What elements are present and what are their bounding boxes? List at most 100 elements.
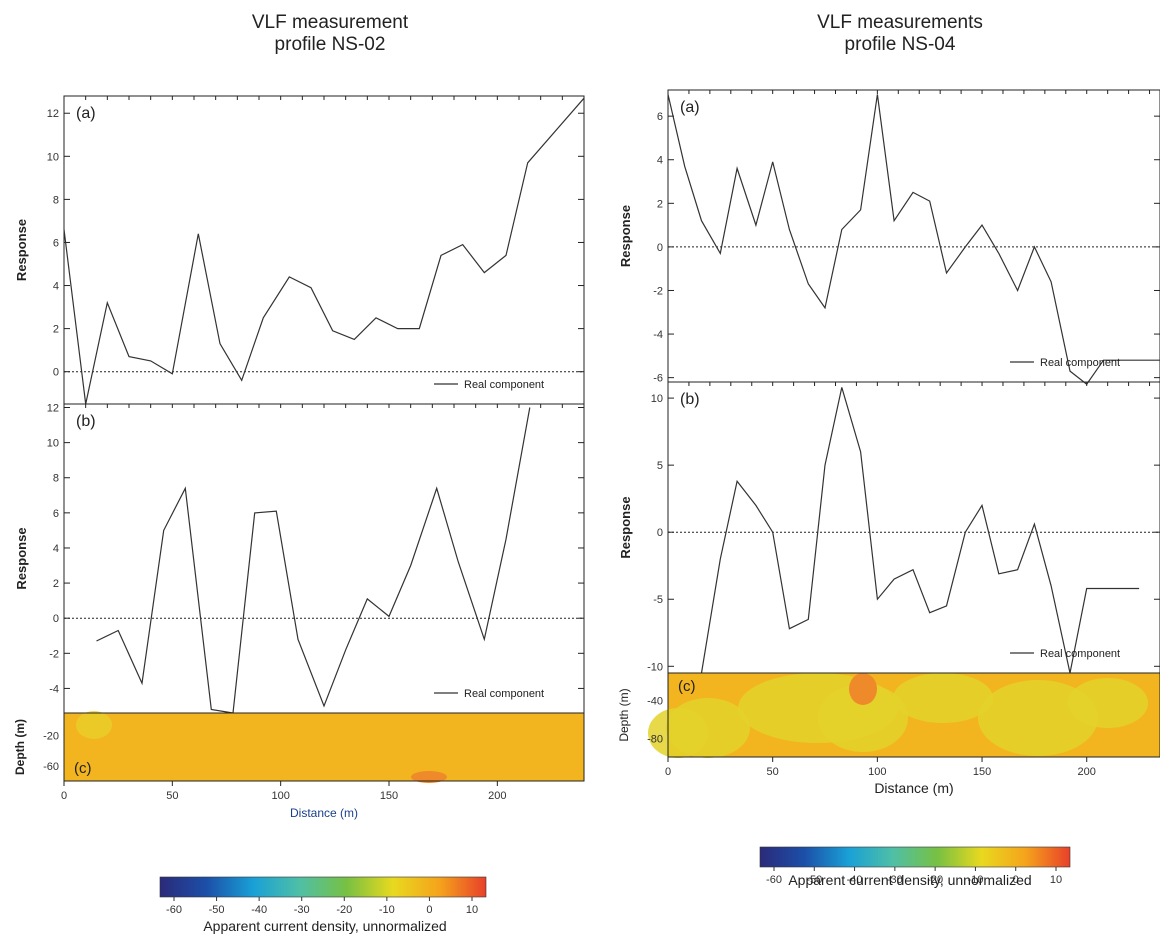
y-tick-label: 0 — [657, 527, 663, 539]
y-tick-label: 12 — [47, 403, 59, 415]
colorbar-tick-label: -40 — [847, 874, 863, 886]
right-colorbar: -60 -50 -40 -30 -20 -10 0 10 — [759, 846, 1071, 886]
colorbar-tick-label: 0 — [426, 904, 432, 916]
x-axis-label: Distance (m) — [874, 780, 953, 796]
colorbar-tick-label: 10 — [1050, 874, 1062, 886]
plot-frame — [667, 381, 1160, 674]
right-colorbar-label: Apparent current density, unnormalized — [788, 872, 1032, 888]
panel-label: (a) — [680, 99, 700, 116]
left-title-line2: profile NS-02 — [274, 34, 386, 55]
heatmap-patch — [893, 673, 993, 723]
panel-right-b: -10 -5 0 5 10 (b) Response Real component — [618, 381, 1160, 674]
x-tick-label: 0 — [665, 766, 671, 778]
right-figure-title: VLF measurements profile NS-04 — [730, 12, 1070, 56]
left-title-line1: VLF measurement — [251, 12, 409, 33]
heatmap-patch — [76, 711, 112, 739]
plot-frame — [63, 95, 585, 405]
y-axis-label: Response — [618, 205, 633, 267]
series-line — [700, 387, 1140, 674]
legend-label: Real component — [464, 688, 544, 700]
series-line — [667, 94, 1160, 386]
panel-right-a: -6 -4 -2 0 2 4 6 (a) Response Real component — [618, 89, 1160, 386]
panel-left-b: -4 -2 0 2 4 6 8 10 12 (b) Response Real component — [14, 403, 585, 714]
y-axis-label: Depth (m) — [617, 688, 631, 741]
y-tick-label: -40 — [647, 696, 663, 708]
heatmap-patch — [818, 684, 908, 752]
heatmap-patch — [648, 708, 708, 758]
colorbar-tick-label: -20 — [927, 874, 943, 886]
colorbar-gradient — [759, 846, 1071, 868]
left-colorbar-label: Apparent current density, unnormalized — [203, 918, 447, 934]
right-title-line1: VLF measurements — [817, 12, 983, 33]
y-tick-label: 10 — [651, 393, 663, 405]
y-tick-label: -4 — [49, 683, 59, 695]
y-tick-label: 2 — [53, 578, 59, 590]
colorbar-tick-label: -60 — [166, 904, 182, 916]
heatmap-patch — [849, 673, 877, 705]
y-tick-label: 6 — [657, 111, 663, 123]
colorbar-tick-label: -40 — [251, 904, 267, 916]
y-tick-label: 8 — [53, 473, 59, 485]
panel-label: (c) — [678, 678, 696, 695]
colorbar-tick-label: -10 — [379, 904, 395, 916]
panel-right-c: (c) -40 -80 Depth (m) 0 50 100 150 200 Distance (… — [617, 672, 1160, 796]
heatmap-base — [64, 713, 584, 781]
y-tick-label: 5 — [657, 460, 663, 472]
panel-label: (b) — [680, 391, 700, 408]
y-axis-label: Response — [14, 527, 29, 589]
colorbar-tick-label: -60 — [766, 874, 782, 886]
y-tick-label: 2 — [53, 324, 59, 336]
y-tick-label: 10 — [47, 438, 59, 450]
colorbar-tick-label: -30 — [887, 874, 903, 886]
x-tick-label: 150 — [973, 766, 991, 778]
y-tick-label: -2 — [49, 648, 59, 660]
legend-label: Real component — [1040, 357, 1120, 369]
colorbar-tick-label: 10 — [466, 904, 478, 916]
heatmap-patch — [1068, 678, 1148, 728]
y-tick-label: -60 — [43, 761, 59, 773]
panel-label: (c) — [74, 760, 92, 777]
left-colorbar: -60 -50 -40 -30 -20 -10 0 10 — [159, 876, 487, 916]
y-tick-label: 8 — [53, 194, 59, 206]
y-tick-label: 4 — [53, 543, 59, 555]
y-tick-label: -2 — [653, 285, 663, 297]
panel-left-a: 0 2 4 6 8 10 12 (a) Response Real component — [14, 95, 585, 405]
y-tick-label: 0 — [657, 242, 663, 254]
y-tick-label: 0 — [53, 613, 59, 625]
heatmap-patch — [411, 771, 447, 783]
y-tick-label: 4 — [657, 155, 663, 167]
y-axis-label: Response — [14, 219, 29, 281]
x-tick-label: 200 — [488, 790, 506, 802]
x-tick-label: 50 — [767, 766, 779, 778]
y-tick-label: -20 — [43, 730, 59, 742]
colorbar-gradient — [159, 876, 487, 898]
x-axis-label: Distance (m) — [290, 806, 358, 820]
series-line — [96, 407, 531, 714]
legend-label: Real component — [464, 379, 544, 391]
y-tick-label: 0 — [53, 367, 59, 379]
legend-label: Real component — [1040, 648, 1120, 660]
colorbar-tick-label: -50 — [806, 874, 822, 886]
x-tick-label: 50 — [166, 790, 178, 802]
y-tick-label: 4 — [53, 281, 59, 293]
colorbar-tick-label: -10 — [967, 874, 983, 886]
y-tick-label: 12 — [47, 108, 59, 120]
plot-frame — [667, 89, 1160, 383]
colorbar-tick-label: 0 — [1013, 874, 1019, 886]
x-tick-label: 150 — [380, 790, 398, 802]
colorbar-tick-label: -30 — [294, 904, 310, 916]
panel-left-c: (c) -20 -60 Depth (m) 0 50 100 150 200 Distance (… — [13, 711, 585, 820]
series-line — [63, 97, 585, 405]
colorbar-tick-label: -50 — [209, 904, 225, 916]
plot-frame — [63, 403, 585, 714]
x-tick-label: 100 — [868, 766, 886, 778]
y-tick-label: 10 — [47, 151, 59, 163]
y-tick-label: -10 — [647, 661, 663, 673]
x-tick-label: 0 — [61, 790, 67, 802]
heatmap-frame — [667, 672, 1160, 758]
y-tick-label: -6 — [653, 373, 663, 385]
heatmap-patch — [978, 680, 1098, 756]
right-title-line2: profile NS-04 — [844, 34, 956, 55]
